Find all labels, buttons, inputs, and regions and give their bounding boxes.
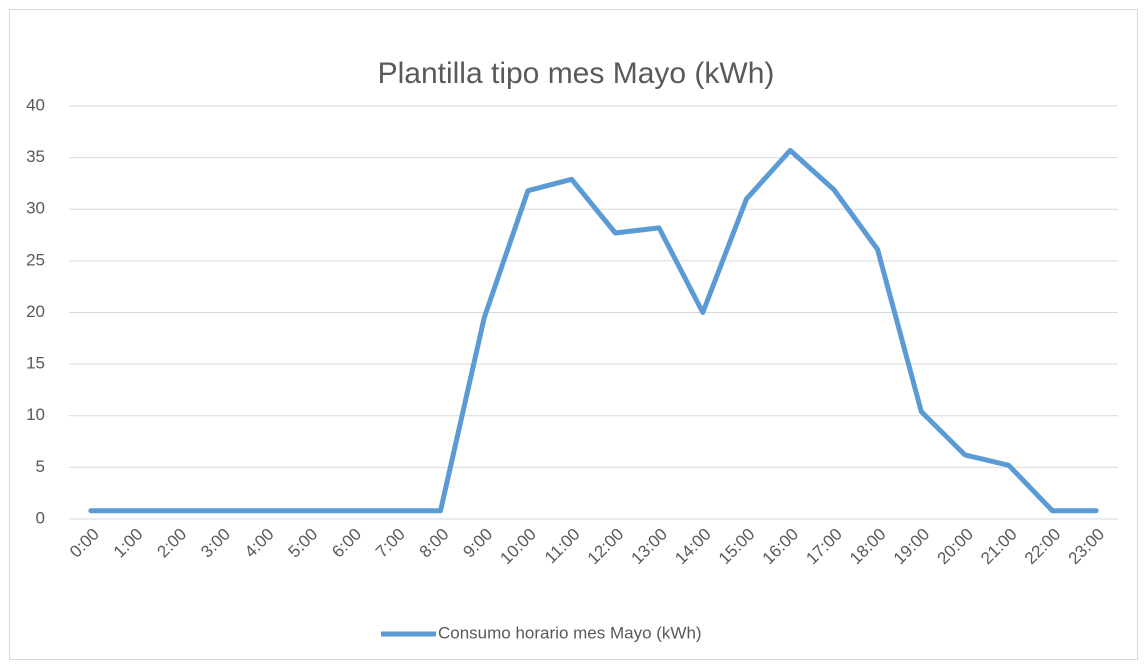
chart-title: Plantilla tipo mes Mayo (kWh)	[378, 57, 775, 90]
y-tick-label: 30	[26, 199, 45, 218]
y-tick-label: 5	[36, 457, 45, 476]
legend-label: Consumo horario mes Mayo (kWh)	[438, 623, 702, 642]
data-line	[88, 147, 1099, 514]
y-tick-label: 10	[26, 405, 45, 424]
y-tick-label: 0	[36, 508, 45, 527]
chart-border	[9, 9, 1138, 660]
y-tick-label: 25	[26, 250, 45, 269]
y-tick-label: 15	[26, 354, 45, 373]
y-tick-label: 20	[26, 302, 45, 321]
y-tick-label: 40	[26, 95, 45, 114]
y-tick-label: 35	[26, 147, 45, 166]
